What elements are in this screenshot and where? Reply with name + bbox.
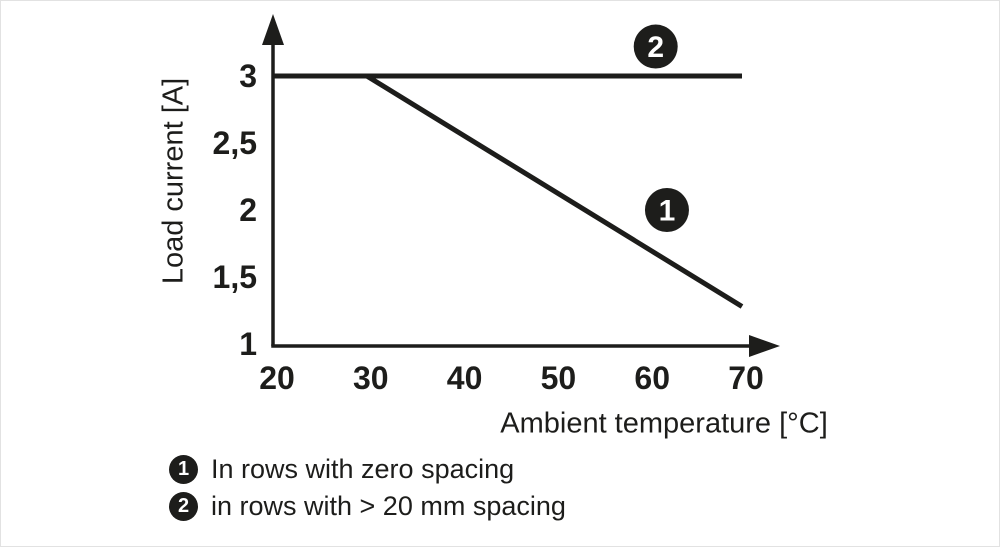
legend-item-1: 1 In rows with zero spacing (169, 454, 566, 484)
legend-label-2: in rows with > 20 mm spacing (211, 490, 566, 521)
svg-text:50: 50 (541, 360, 577, 396)
x-axis-label: Ambient temperature [°C] (500, 407, 828, 440)
derating-chart: 1 1,5 2 2,5 3 20 30 40 50 60 70 2 1 (213, 14, 780, 396)
svg-text:3: 3 (239, 58, 257, 94)
svg-text:20: 20 (259, 360, 295, 396)
svg-text:1: 1 (239, 326, 257, 362)
svg-text:40: 40 (447, 360, 483, 396)
y-axis-label: Load current [A] (157, 77, 190, 285)
svg-text:60: 60 (634, 360, 670, 396)
legend-item-2: 2 in rows with > 20 mm spacing (169, 491, 566, 521)
svg-text:30: 30 (353, 360, 389, 396)
svg-text:2: 2 (239, 192, 257, 228)
legend-badge-1-icon: 1 (169, 454, 198, 484)
svg-text:70: 70 (728, 360, 764, 396)
legend-label-1: In rows with zero spacing (211, 453, 515, 484)
legend: 1 In rows with zero spacing 2 in rows wi… (169, 454, 566, 521)
svg-text:1,5: 1,5 (213, 259, 257, 295)
svg-text:2: 2 (647, 31, 664, 64)
svg-text:2,5: 2,5 (213, 125, 257, 161)
legend-badge-2-icon: 2 (169, 491, 198, 521)
svg-text:1: 1 (659, 195, 676, 228)
